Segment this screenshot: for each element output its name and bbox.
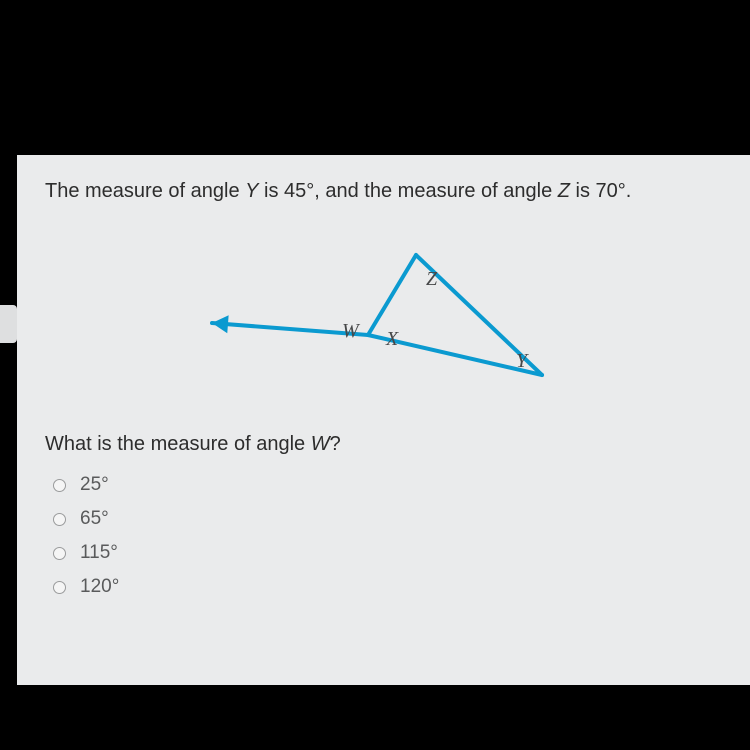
choice-row[interactable]: 65°: [53, 508, 722, 530]
choice-label: 65°: [80, 508, 109, 530]
radio-icon[interactable]: [53, 547, 66, 560]
choice-row[interactable]: 120°: [53, 576, 722, 598]
svg-text:W: W: [342, 320, 361, 342]
side-tab: [0, 305, 17, 343]
choice-label: 115°: [80, 542, 118, 564]
stem-text: is 45°, and the measure of angle: [258, 180, 557, 202]
question-stem: The measure of angle Y is 45°, and the m…: [45, 177, 722, 205]
stem-var-y: Y: [245, 180, 258, 202]
prompt-text: ?: [330, 433, 341, 455]
prompt-var-w: W: [311, 433, 330, 455]
radio-icon[interactable]: [53, 581, 66, 594]
top-letterbox: [0, 0, 750, 155]
choice-row[interactable]: 115°: [53, 542, 722, 564]
question-panel: The measure of angle Y is 45°, and the m…: [17, 155, 750, 685]
answer-choices: 25° 65° 115° 120°: [45, 474, 722, 598]
figure-container: Z W X Y: [45, 215, 722, 415]
radio-icon[interactable]: [53, 479, 66, 492]
svg-text:Z: Z: [426, 268, 438, 290]
choice-label: 120°: [80, 576, 119, 598]
radio-icon[interactable]: [53, 513, 66, 526]
stem-text: is 70°.: [570, 180, 631, 202]
bottom-letterbox: [0, 685, 750, 750]
stem-var-z: Z: [558, 180, 570, 202]
stem-text: The measure of angle: [45, 180, 245, 202]
prompt-text: What is the measure of angle: [45, 433, 311, 455]
choice-label: 25°: [80, 474, 109, 496]
triangle-diagram: Z W X Y: [194, 215, 574, 415]
question-prompt: What is the measure of angle W?: [45, 433, 722, 456]
svg-text:X: X: [385, 328, 399, 350]
svg-text:Y: Y: [516, 350, 529, 372]
choice-row[interactable]: 25°: [53, 474, 722, 496]
